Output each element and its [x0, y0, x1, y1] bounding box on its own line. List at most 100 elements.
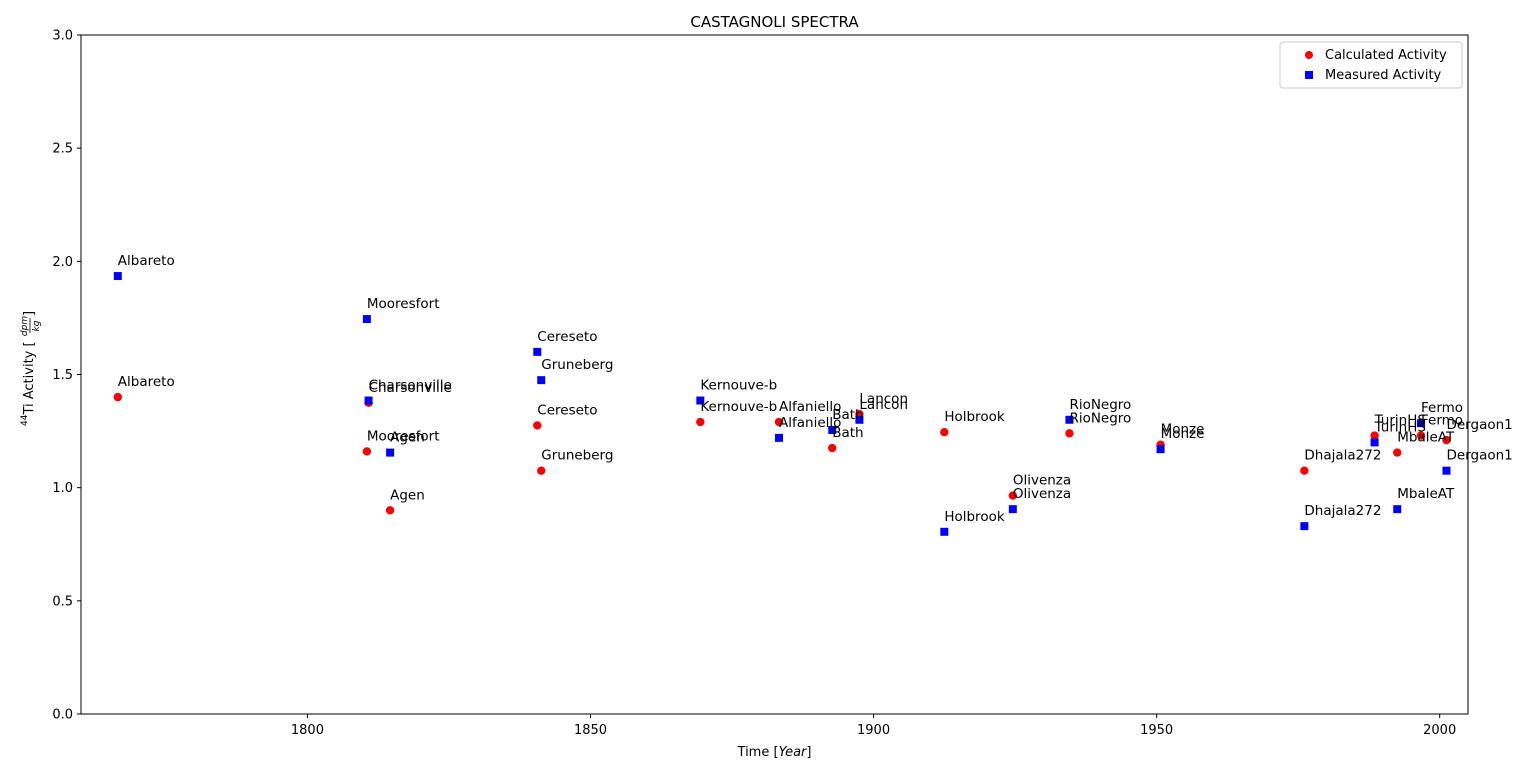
- calculated-point: [1008, 491, 1018, 500]
- y-axis-label: 44Ti Activity [ dpm kg ]: [20, 311, 42, 426]
- point-label: Alfaniello: [779, 415, 841, 431]
- measured-point: [1393, 505, 1402, 514]
- x-tick-label: 1950: [1140, 723, 1173, 738]
- measured-point: [1417, 419, 1426, 428]
- measured-point: [1370, 438, 1379, 447]
- y-tick-label: 0.5: [52, 594, 73, 609]
- point-label: RioNegro: [1069, 410, 1131, 426]
- svg-text:]: ]: [22, 311, 37, 316]
- measured-point: [775, 433, 784, 442]
- measured-point: [1300, 522, 1309, 531]
- x-tick-label: 1900: [857, 723, 890, 738]
- calculated-point: [1370, 431, 1379, 440]
- point-label: Charsonville: [369, 380, 452, 396]
- measured-point: [362, 315, 371, 324]
- point-label: Albareto: [118, 374, 175, 390]
- point-label: Mooresfort: [367, 296, 440, 312]
- point-label: RioNegro: [1069, 397, 1131, 413]
- legend-box: [1279, 41, 1463, 89]
- y-tick-label: 1.0: [52, 481, 73, 496]
- calculated-point: [1393, 448, 1402, 457]
- measured-point: [364, 396, 373, 405]
- x-axis-label: Time [Year]: [737, 745, 812, 760]
- point-label: Lancon: [859, 391, 908, 407]
- calculated-point: [1300, 466, 1309, 475]
- point-label: Agen: [390, 430, 425, 446]
- legend-label-measured: Measured Activity: [1325, 68, 1442, 83]
- measured-point: [1008, 505, 1017, 514]
- measured-point: [696, 396, 705, 405]
- point-label: Mooresfort: [367, 428, 440, 444]
- point-label: Kernouve-b: [700, 378, 777, 394]
- point-label: Alfaniello: [779, 399, 841, 415]
- point-label: TurinHS: [1374, 413, 1426, 429]
- legend-marker-measured: [1305, 71, 1313, 79]
- point-labels: Albareto Mooresfort Charsonville Agen Cerese…: [118, 253, 1513, 525]
- y-tick-label: 2.5: [52, 142, 73, 157]
- measured-point: [386, 448, 395, 457]
- point-label: Gruneberg: [541, 357, 613, 373]
- point-label: Bath: [832, 425, 863, 441]
- calculated-point: [696, 417, 705, 427]
- svg-text:44Ti Activity [: 44Ti Activity [: [20, 341, 37, 426]
- point-label: Dergaon1: [1446, 448, 1512, 464]
- calculated-point: [385, 506, 395, 515]
- measured-point: [1065, 415, 1074, 424]
- chart-title: CASTAGNOLI SPECTRA: [690, 13, 859, 31]
- point-label: Cereseto: [537, 402, 597, 418]
- y-axis: 0.0 0.5 1.0 1.5 2.0 2.5 3.0: [52, 29, 81, 723]
- point-label: Holbrook: [944, 509, 1005, 525]
- point-label: Dhajala272: [1304, 503, 1381, 519]
- point-label: Fermo: [1421, 400, 1463, 416]
- calculated-point: [113, 392, 122, 402]
- calculated-point: [774, 417, 784, 427]
- svg-text:kg: kg: [32, 320, 42, 331]
- point-label: Olivenza: [1013, 473, 1071, 489]
- point-label: Dhajala272: [1304, 448, 1381, 464]
- point-label: Fermo: [1421, 413, 1463, 429]
- x-axis: 1800 1850 1900 1950 2000: [291, 714, 1456, 738]
- svg-text:dpm: dpm: [20, 316, 30, 336]
- point-label: Bath: [832, 407, 863, 423]
- x-tick-label: 1850: [574, 723, 607, 738]
- point-label: Monze: [1161, 426, 1205, 442]
- calculated-point: [537, 466, 546, 475]
- calculated-point: [1416, 431, 1426, 440]
- point-label: Albareto: [118, 253, 175, 269]
- calculated-point: [1065, 429, 1074, 438]
- y-tick-label: 1.5: [52, 368, 73, 383]
- x-tick-label: 2000: [1423, 723, 1456, 738]
- measured-point: [533, 347, 542, 356]
- calculated-point: [533, 421, 542, 430]
- calculated-point: [1442, 435, 1451, 445]
- point-label: Olivenza: [1013, 486, 1071, 502]
- measured-point: [113, 272, 122, 281]
- point-label: TurinHS: [1374, 419, 1426, 435]
- plot-frame: [80, 34, 1469, 715]
- point-label: MbaleAT: [1397, 486, 1455, 502]
- data-markers: [113, 272, 1451, 536]
- point-label: Holbrook: [944, 409, 1005, 425]
- point-label: Gruneberg: [541, 448, 613, 464]
- y-tick-label: 3.0: [52, 29, 73, 44]
- measured-point: [828, 425, 837, 434]
- measured-point: [537, 376, 546, 385]
- y-tick-label: 0.0: [52, 708, 73, 723]
- calculated-point: [940, 428, 949, 437]
- point-label: Charsonville: [369, 378, 452, 394]
- point-label: Monze: [1161, 422, 1205, 438]
- point-label: Cereseto: [537, 329, 597, 345]
- legend-marker-calculated: [1305, 51, 1313, 59]
- legend: Calculated Activity Measured Activity: [1279, 41, 1463, 89]
- legend-label-calculated: Calculated Activity: [1325, 48, 1447, 63]
- point-label: Kernouve-b: [700, 399, 777, 415]
- calculated-point: [828, 443, 837, 453]
- point-label: Lancon: [859, 397, 908, 413]
- point-label: Agen: [390, 487, 425, 503]
- x-tick-label: 1800: [291, 723, 324, 738]
- point-label: Dergaon1: [1446, 417, 1512, 433]
- measured-point: [1442, 466, 1451, 475]
- y-tick-label: 2.0: [52, 255, 73, 270]
